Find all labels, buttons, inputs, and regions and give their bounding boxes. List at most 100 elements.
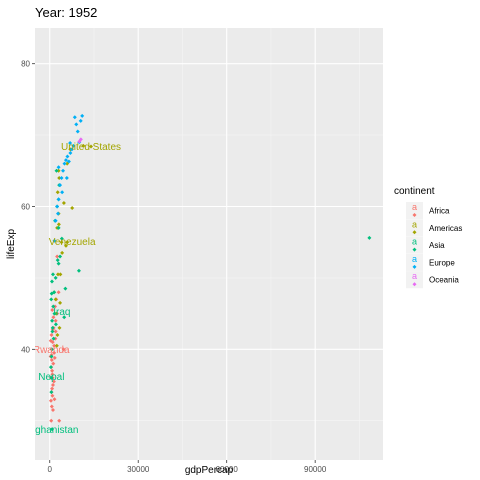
data-point-europe <box>78 118 83 123</box>
data-point-europe <box>63 158 68 163</box>
data-point-asia <box>51 304 56 309</box>
data-point-europe <box>56 211 61 216</box>
data-point-asia <box>56 225 61 230</box>
data-point-asia <box>50 272 55 277</box>
data-point-asia <box>49 347 54 352</box>
x-axis: 0 30000 60000 90000 <box>48 460 327 474</box>
data-point-africa <box>53 329 58 334</box>
legend-key-point <box>412 247 417 252</box>
legend-key-point <box>412 282 417 287</box>
legend-title: continent <box>394 186 435 197</box>
point-label: United States <box>61 142 121 153</box>
legend-entry-americas: a Americas <box>406 219 462 237</box>
data-point-americas <box>63 243 68 248</box>
legend-key-letter: a <box>412 237 417 247</box>
point-label: Nepal <box>38 372 64 383</box>
y-tick-label: 40 <box>21 345 30 354</box>
data-point-africa <box>49 358 54 363</box>
data-point-africa <box>50 368 55 373</box>
data-point-europe <box>64 175 69 180</box>
data-point-africa <box>48 338 53 343</box>
data-point-africa <box>50 372 55 377</box>
legend-label: Asia <box>429 241 445 250</box>
data-point-americas <box>65 240 70 245</box>
legend-key <box>406 271 423 289</box>
data-point-americas <box>53 297 58 302</box>
point-label: Rwanda <box>33 345 70 356</box>
legend-entry-europe: a Europe <box>406 253 455 271</box>
data-point-asia <box>58 254 63 259</box>
data-point-europe <box>52 238 57 243</box>
data-point-africa <box>52 343 57 348</box>
data-point-africa <box>53 318 58 323</box>
data-point-europe <box>72 115 77 120</box>
data-point-asia <box>49 375 54 380</box>
data-point-americas <box>89 144 94 149</box>
data-point-europe <box>60 190 65 195</box>
data-point-asia <box>49 279 54 284</box>
data-point-africa <box>49 418 54 423</box>
data-point-americas <box>70 205 75 210</box>
data-point-africa <box>50 386 55 391</box>
data-point-asia <box>54 168 59 173</box>
data-point-americas <box>56 222 61 227</box>
data-point-oceania <box>78 137 83 142</box>
data-point-africa <box>55 254 60 259</box>
data-point-asia <box>55 258 60 263</box>
data-point-europe <box>62 161 67 166</box>
data-point-asia <box>59 236 64 241</box>
data-point-americas <box>55 333 60 338</box>
legend-key <box>406 253 423 271</box>
data-point-europe <box>74 122 79 127</box>
y-axis: 40 60 80 <box>21 60 35 354</box>
legend-key <box>406 219 423 237</box>
data-point-asia <box>50 325 55 330</box>
data-point-asia <box>50 329 55 334</box>
data-point-americas <box>58 272 63 277</box>
legend-key <box>406 202 423 219</box>
data-point-asia <box>56 261 61 266</box>
data-point-europe <box>58 183 63 188</box>
legend-key <box>406 236 423 254</box>
data-point-europe <box>59 175 64 180</box>
data-point-europe <box>69 147 74 152</box>
data-point-africa <box>49 333 54 338</box>
data-point-asia <box>49 354 54 359</box>
legend-label: Europe <box>429 258 455 267</box>
legend: continent a Africa a Americas a Asia a Europe a O… <box>394 186 462 289</box>
data-point-americas <box>54 343 59 348</box>
data-point-asia <box>51 336 56 341</box>
grid-minor <box>35 28 383 460</box>
point-label: Iraq <box>53 307 70 318</box>
data-point-americas <box>55 190 60 195</box>
data-point-europe <box>71 143 76 148</box>
data-point-africa <box>48 398 53 403</box>
data-point-africa <box>51 379 56 384</box>
x-axis-title: gdpPercap <box>185 465 234 476</box>
annotation-layer: United States Venezuela Iraq Rwanda Nepal Afg… <box>26 142 121 436</box>
data-point-africa <box>52 397 57 402</box>
data-point-europe <box>66 159 71 164</box>
y-tick-label: 60 <box>21 203 30 212</box>
grid-major <box>35 28 383 460</box>
point-label: Afghanistan <box>26 425 79 436</box>
legend-key-point <box>412 264 417 269</box>
data-point-europe <box>61 168 66 173</box>
data-point-europe <box>55 204 60 209</box>
data-point-europe <box>65 154 70 159</box>
data-point-africa <box>50 308 55 313</box>
data-point-europe <box>56 197 61 202</box>
legend-label: Oceania <box>429 276 459 285</box>
data-point-africa <box>49 404 54 409</box>
plot-panel <box>35 28 383 460</box>
data-point-africa <box>52 355 57 360</box>
data-point-americas <box>61 200 66 205</box>
data-point-americas <box>56 168 61 173</box>
data-point-europe <box>56 165 61 170</box>
legend-key-letter: a <box>412 219 417 229</box>
data-point-asia <box>49 291 54 296</box>
legend-label: Africa <box>429 207 450 216</box>
data-point-africa <box>50 383 55 388</box>
data-point-africa <box>57 418 62 423</box>
